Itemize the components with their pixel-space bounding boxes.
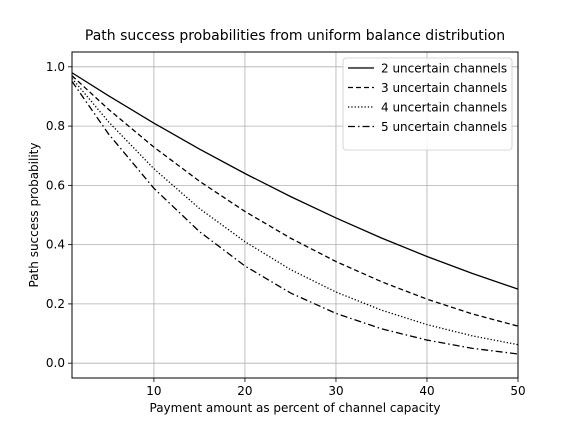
x-tick-label: 10 <box>146 384 161 398</box>
series-lines <box>71 72 519 355</box>
legend-label: 3 uncertain channels <box>381 81 507 95</box>
x-axis-label: Payment amount as percent of channel cap… <box>150 401 441 415</box>
y-tick-label: 0.6 <box>46 178 65 192</box>
legend: 2 uncertain channels 3 uncertain channels… <box>342 57 513 151</box>
x-tick-label: 50 <box>510 384 525 398</box>
y-tick-label: 0.0 <box>46 356 65 370</box>
y-tick-label: 0.4 <box>46 238 65 252</box>
y-tick-label: 1.0 <box>46 60 65 74</box>
legend-label: 5 uncertain channels <box>381 120 507 134</box>
legend-label: 2 uncertain channels <box>381 62 507 76</box>
x-tick-label: 40 <box>419 384 434 398</box>
series-line <box>71 72 519 290</box>
y-tick-label: 0.2 <box>46 297 65 311</box>
x-tick-label: 30 <box>328 384 343 398</box>
series-line <box>71 77 519 346</box>
legend-label: 4 uncertain channels <box>381 101 507 115</box>
axis-ticks: 10 20 30 40 50 0.0 0.2 0.4 0.6 0.8 1.0 <box>46 60 526 398</box>
y-tick-label: 0.8 <box>46 119 65 133</box>
plot-frame <box>71 51 519 379</box>
series-line <box>71 80 519 355</box>
legend-box <box>342 57 513 151</box>
x-tick-label: 20 <box>237 384 252 398</box>
y-axis-label: Path success probability <box>27 143 41 288</box>
series-line <box>71 75 519 327</box>
chart-title: Path success probabilities from uniform … <box>85 28 505 44</box>
